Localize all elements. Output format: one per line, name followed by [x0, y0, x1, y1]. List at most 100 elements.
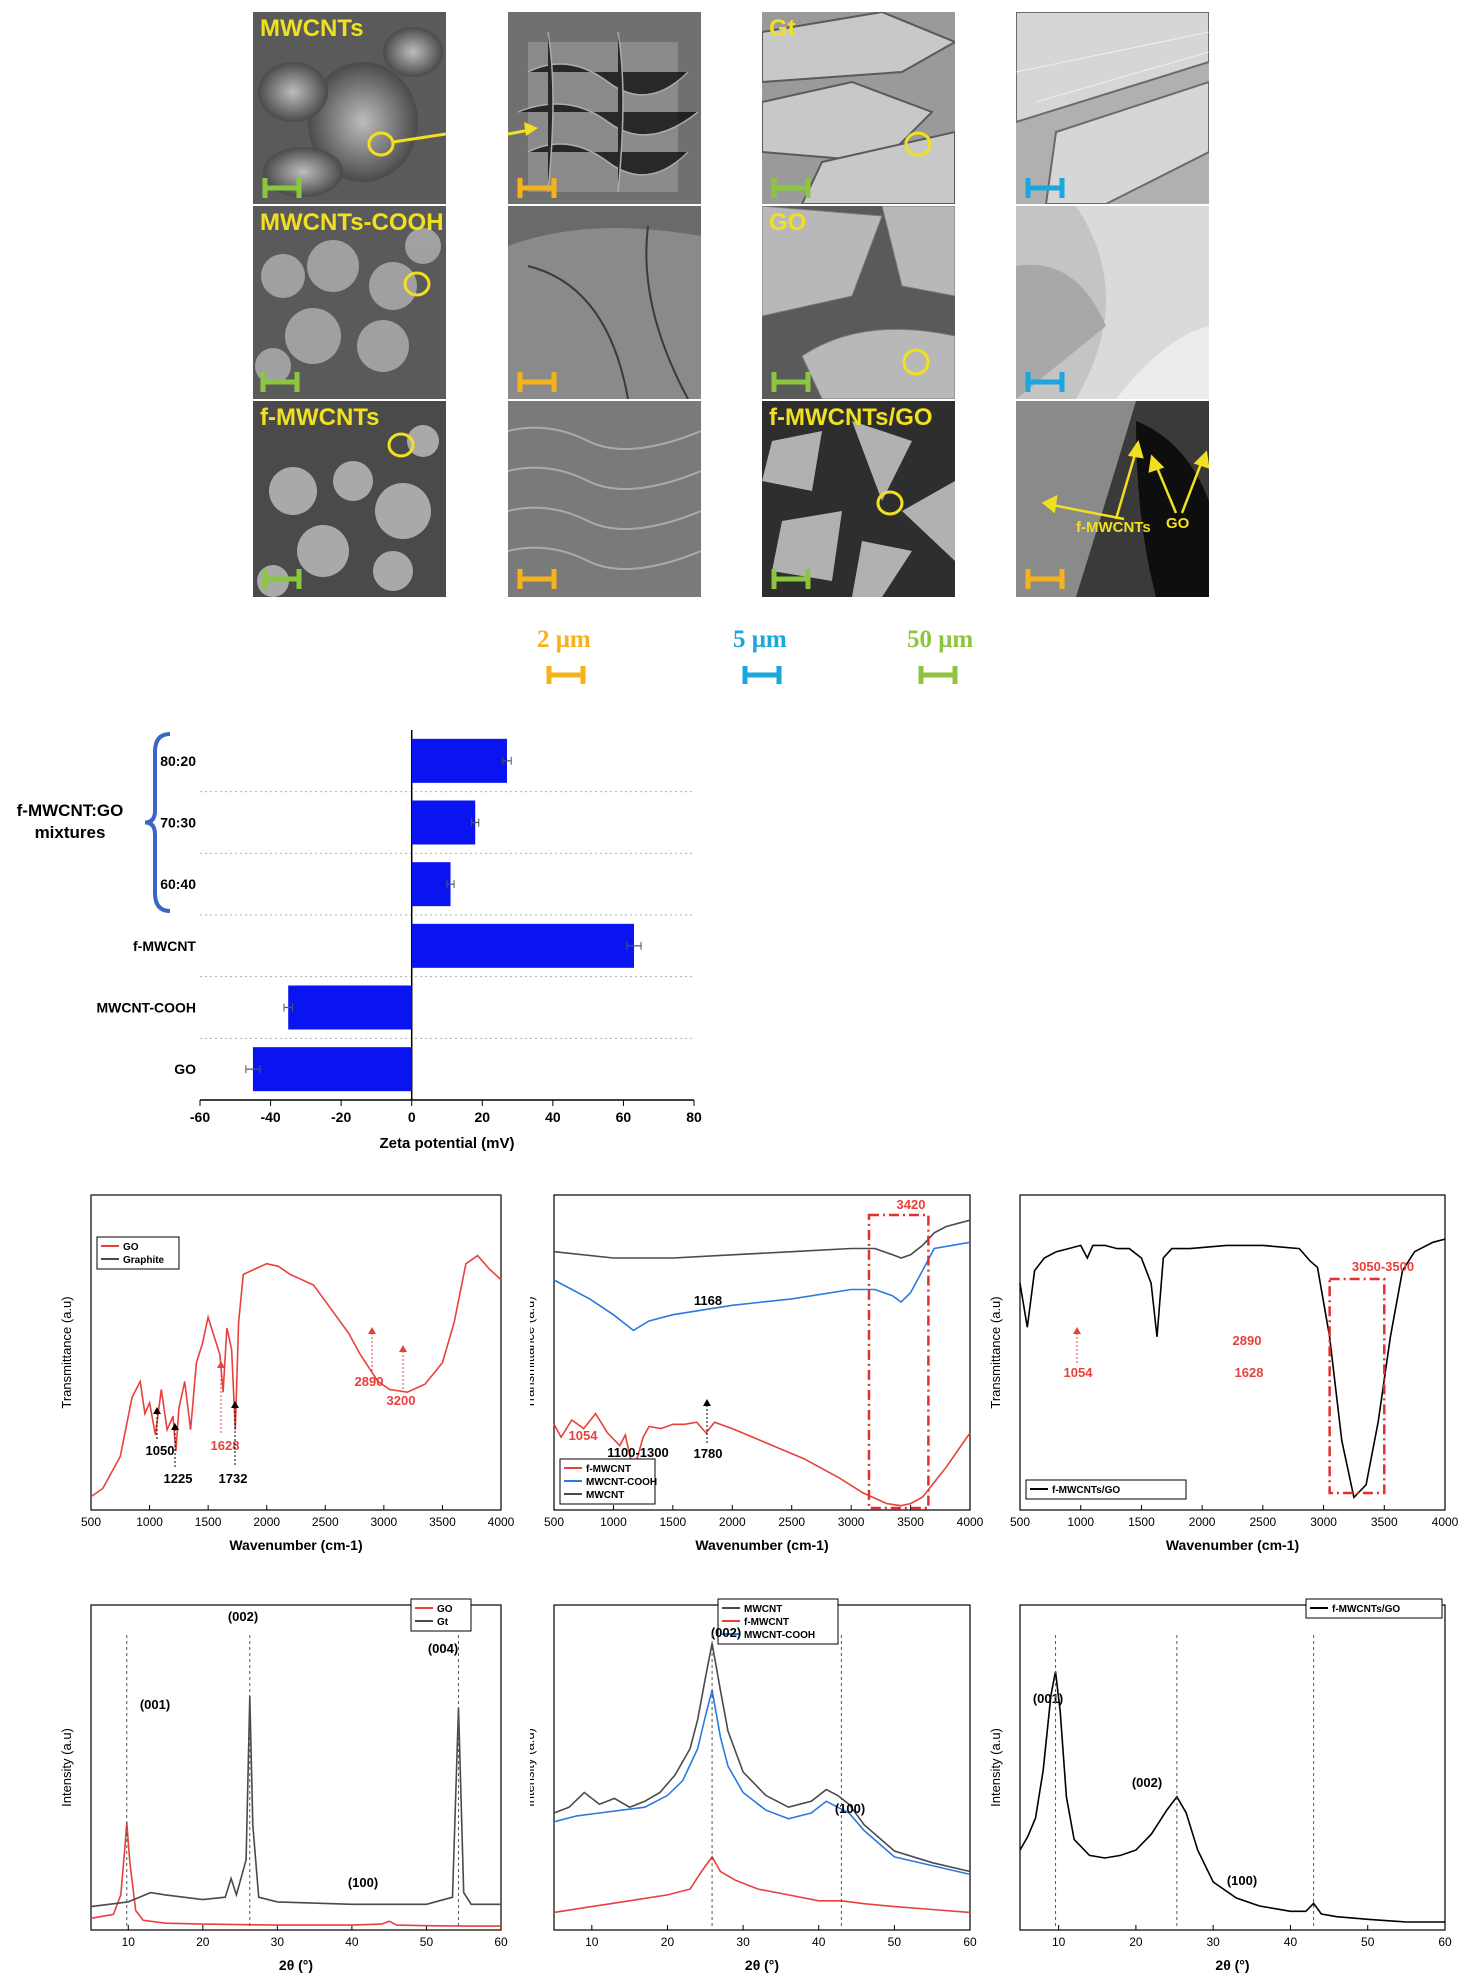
- sem-texture: [253, 401, 446, 597]
- zeta-group-label-line1: f-MWCNT:GO: [16, 801, 124, 820]
- peak-annotation-arrow: [231, 1401, 239, 1408]
- sem-image-gt-zoom: [1016, 12, 1209, 204]
- sem-markers: [771, 490, 904, 589]
- scale-legend-50um: 50 μm: [907, 626, 974, 653]
- sem-image-mwcnts: MWCNTs: [253, 12, 446, 204]
- series-line-f-mwcnts-go: [1019, 1671, 1445, 1923]
- sem-image-f-mwcnts-go-zoom: f-MWCNTs GO: [1016, 401, 1209, 597]
- x-tick-label: 2500: [778, 1515, 805, 1529]
- zeta-x-tick-label: -60: [190, 1109, 210, 1125]
- sem-image-f-mwcnts: f-MWCNTs: [253, 401, 446, 597]
- series-line-mwcnt: [553, 1643, 971, 1873]
- x-tick-label: 10: [1052, 1935, 1066, 1949]
- legend-label: MWCNT-COOH: [586, 1477, 657, 1488]
- legend-label: GO: [437, 1604, 453, 1615]
- x-tick-label: 3500: [897, 1515, 924, 1529]
- ftir-mwcnts-panel: 500 1000 1500 2000 2500 3000 3500 4000 Wavenumbe…: [530, 1194, 984, 1553]
- peak-annotation: (002): [1132, 1775, 1162, 1790]
- x-tick-label: 10: [122, 1935, 136, 1949]
- sem-image-mwcnts-cooh: MWCNTs-COOH: [253, 206, 446, 399]
- sem-label-go: GO: [769, 209, 807, 236]
- series-line-go: [90, 1822, 501, 1927]
- plot-frame: [553, 1604, 971, 1931]
- legend-box: [96, 1236, 180, 1270]
- peak-annotation: (001): [140, 1697, 170, 1712]
- x-tick-label: 50: [1361, 1935, 1375, 1949]
- zeta-x-tick-label: 40: [545, 1109, 561, 1125]
- sem-annotation-f-mwcnts: f-MWCNTs: [1076, 519, 1151, 536]
- plot-frame: [90, 1604, 502, 1931]
- sem-texture: [508, 12, 701, 204]
- sem-texture: [1016, 12, 1209, 204]
- sem-image-f-mwcnts-zoom: [508, 401, 701, 597]
- x-tick-label: 500: [1010, 1515, 1030, 1529]
- sem-annotation-go: GO: [1166, 515, 1190, 532]
- peak-annotation: (002): [711, 1625, 741, 1640]
- x-tick-label: 2500: [1250, 1515, 1277, 1529]
- zeta-category-label: 60:40: [160, 876, 196, 892]
- legend-box: [1305, 1598, 1443, 1619]
- x-tick-label: 60: [963, 1935, 977, 1949]
- series-line-mwcnt-cooh: [553, 1241, 971, 1332]
- sem-texture: [762, 12, 955, 204]
- series-line-f-mwcnt: [553, 1412, 971, 1507]
- legend-label: Gt: [437, 1617, 449, 1628]
- sem-markers: [771, 348, 930, 392]
- series-line-mwcnt-cooh: [553, 1689, 971, 1876]
- zeta-group-brace: [144, 732, 171, 913]
- legend-label: GO: [123, 1242, 139, 1253]
- y-axis-label: Intensity (a.u): [530, 1728, 537, 1807]
- zeta-category-label: GO: [174, 1061, 196, 1077]
- x-tick-label: 4000: [488, 1515, 515, 1529]
- x-tick-label: 30: [271, 1935, 285, 1949]
- peak-annotation: (004): [428, 1641, 458, 1656]
- zeta-category-label: f-MWCNT: [133, 938, 196, 954]
- sem-texture: [508, 206, 701, 399]
- sem-texture: [1016, 206, 1209, 399]
- x-tick-label: 3500: [1371, 1515, 1398, 1529]
- xrd-f-mwcnts-go-panel: 10 20 30 40 50 60 2θ (°) Intensity (a.u) f-MWCNT…: [990, 1598, 1452, 1973]
- legend-label: MWCNT: [586, 1490, 624, 1501]
- peak-annotation: (100): [835, 1801, 865, 1816]
- zeta-x-tick-label: 80: [686, 1109, 702, 1125]
- scale-legend-2um: 2 μm: [537, 626, 591, 653]
- zeta-bar: [288, 985, 412, 1030]
- peak-annotation: 1100-1300: [607, 1445, 668, 1460]
- x-axis-label: Wavenumber (cm-1): [229, 1537, 362, 1553]
- peak-annotation-arrow: [153, 1407, 161, 1414]
- sem-markers: [517, 569, 557, 589]
- ftir-go-graphite-panel: 500 1000 1500 2000 2500 3000 3500 4000 Wavenumbe…: [59, 1194, 515, 1553]
- x-tick-label: 2500: [312, 1515, 339, 1529]
- peak-annotation: 1732: [219, 1471, 248, 1486]
- sem-markers: [1025, 440, 1209, 589]
- peak-annotation: 3050-3500: [1352, 1259, 1414, 1274]
- x-tick-label: 40: [345, 1935, 359, 1949]
- x-tick-label: 20: [1129, 1935, 1143, 1949]
- x-tick-label: 30: [736, 1935, 750, 1949]
- x-tick-label: 1000: [1067, 1515, 1094, 1529]
- zeta-group-label: f-MWCNT:GO mixtures: [0, 800, 140, 844]
- legend-label: f-MWCNTs/GO: [1052, 1485, 1120, 1496]
- legend-label: f-MWCNT: [744, 1617, 789, 1628]
- sem-label-mwcnts: MWCNTs: [260, 15, 364, 42]
- peak-annotation: 3200: [387, 1393, 416, 1408]
- legend-label: f-MWCNTs/GO: [1332, 1604, 1400, 1615]
- peak-annotation-arrow: [368, 1327, 376, 1334]
- xrd-mwcnts-panel: 10 20 30 40 50 60 2θ (°) Intensity (a.u) MWCNT f-…: [530, 1598, 977, 1973]
- legend-label: MWCNT-COOH: [744, 1630, 815, 1641]
- zeta-x-tick-label: 0: [408, 1109, 416, 1125]
- legend-box: [1025, 1479, 1187, 1500]
- x-tick-label: 1000: [136, 1515, 163, 1529]
- zeta-chart-svg: 80:20 70:30 60:40 f-MWCNT MWCNT-COOH GO -60 -40…: [96, 730, 702, 1152]
- peak-annotation: 1168: [694, 1293, 722, 1308]
- legend-label: Graphite: [123, 1255, 165, 1266]
- sem-image-mwcnts-zoom: [508, 12, 701, 204]
- x-tick-label: 60: [1438, 1935, 1452, 1949]
- peak-annotation: (100): [348, 1875, 378, 1890]
- sem-image-f-mwcnts-go: f-MWCNTs/GO: [762, 401, 955, 597]
- peak-annotation-arrow: [171, 1423, 179, 1430]
- ftir-f-mwcnts-go-panel: 500 1000 1500 2000 2500 3000 3500 4000 Wavenumbe…: [990, 1194, 1459, 1553]
- x-axis-label: 2θ (°): [1215, 1957, 1249, 1973]
- peak-annotation: 1050: [146, 1443, 175, 1458]
- scale-bar-green: [918, 666, 958, 684]
